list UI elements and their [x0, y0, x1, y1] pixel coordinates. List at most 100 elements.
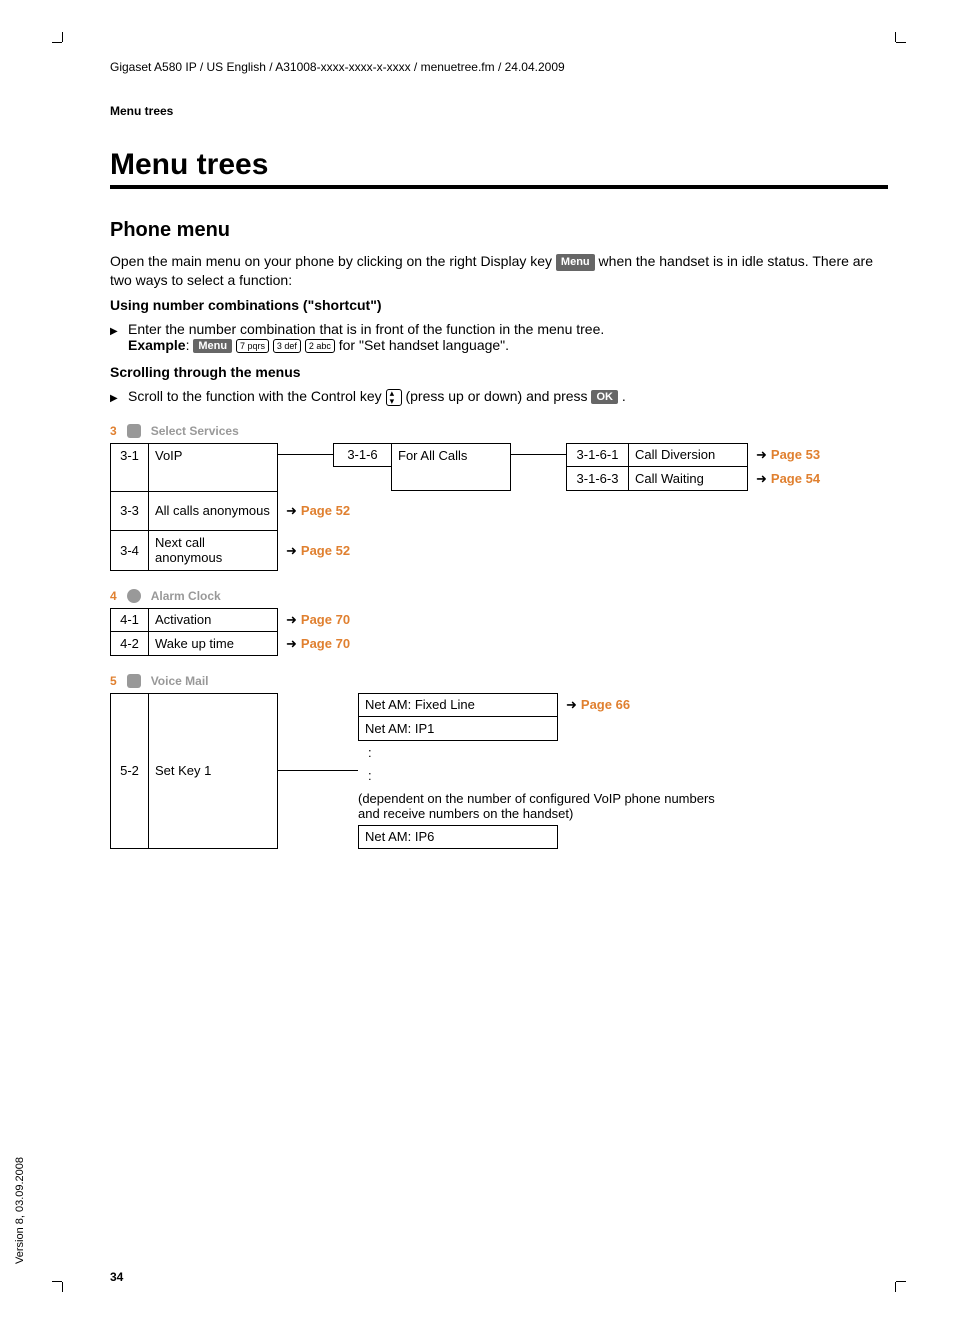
- document-header: Gigaset A580 IP / US English / A31008-xx…: [110, 60, 888, 74]
- example-tail: for "Set handset language".: [339, 337, 509, 353]
- arrow-right-icon: ➜: [286, 503, 297, 519]
- menu-code: 3-3: [110, 491, 148, 531]
- keypad-3-icon: 3 def: [273, 339, 301, 353]
- colon: :: [186, 337, 194, 353]
- menu-item: Activation: [148, 608, 278, 632]
- section-number: 3: [110, 424, 117, 438]
- section-title: Alarm Clock: [151, 589, 221, 603]
- section-title: Select Services: [151, 424, 239, 438]
- page-ref[interactable]: ➜ Page 70: [278, 632, 350, 656]
- running-head: Menu trees: [110, 104, 888, 118]
- menu-item: Net AM: Fixed Line: [358, 693, 558, 717]
- menu-item: Next call anonymous: [148, 531, 278, 571]
- menu-item: Wake up time: [148, 632, 278, 656]
- connector-line: [278, 770, 358, 771]
- control-key-icon: [386, 389, 402, 406]
- section-title: Voice Mail: [151, 674, 209, 688]
- menu-item: All calls anonymous: [148, 491, 278, 531]
- arrow-right-icon: ➜: [286, 612, 297, 628]
- scroll-a: Scroll to the function with the Control …: [128, 388, 386, 404]
- menu-code: 3-1: [110, 443, 148, 467]
- page-title: Menu trees: [110, 148, 888, 182]
- section-number: 5: [110, 674, 117, 688]
- page-ref[interactable]: ➜Page 54: [748, 467, 820, 491]
- example-label: Example: [128, 337, 186, 353]
- triangle-bullet-icon: [110, 388, 128, 406]
- keypad-2-icon: 2 abc: [305, 339, 335, 353]
- menu-item: Set Key 1: [148, 693, 278, 849]
- select-services-icon: [127, 424, 141, 438]
- page-link[interactable]: Page 52: [301, 503, 350, 518]
- crop-mark: [896, 1281, 906, 1282]
- page-link[interactable]: Page 70: [301, 636, 350, 651]
- tree-row: 4-1 Activation ➜ Page 70: [110, 608, 888, 632]
- page-link[interactable]: Page 66: [581, 697, 630, 712]
- shortcut-bullet: Enter the number combination that is in …: [110, 321, 888, 353]
- menu-section-4: 4 Alarm Clock 4-1 Activation ➜ Page 70 4-…: [110, 589, 888, 656]
- page-ref[interactable]: ➜ Page 70: [278, 608, 350, 632]
- section-heading: Phone menu: [110, 219, 888, 242]
- menu-code: 3-1-6-3: [566, 467, 628, 491]
- voice-mail-sublist: Net AM: Fixed Line ➜Page 66 Net AM: IP1 …: [358, 693, 718, 849]
- scroll-bullet: Scroll to the function with the Control …: [110, 388, 888, 406]
- intro-paragraph: Open the main menu on your phone by clic…: [110, 252, 888, 290]
- tree-row: 3-1 VoIP 3-1-6 For All Calls 3-1-6-1 Cal…: [110, 443, 888, 467]
- page-ref[interactable]: ➜Page 53: [748, 443, 820, 467]
- menu-code-cont: [110, 467, 148, 491]
- voice-mail-note: (dependent on the number of configured V…: [358, 791, 718, 821]
- menu-code: 4-1: [110, 608, 148, 632]
- page-number: 34: [110, 1270, 123, 1284]
- page-ref[interactable]: ➜Page 52: [278, 531, 350, 571]
- menu-section-head: 3 Select Services: [110, 424, 888, 438]
- page-link[interactable]: Page 70: [301, 612, 350, 627]
- keypad-7-icon: 7 pqrs: [236, 339, 269, 353]
- page-ref[interactable]: ➜ Page 66: [558, 693, 630, 717]
- ellipsis: :: [358, 745, 718, 760]
- tree-row: 3-3 All calls anonymous ➜ Page 52: [110, 491, 888, 531]
- tree-row: 5-2 Set Key 1 Net AM: Fixed Line ➜ Page 6…: [110, 693, 888, 849]
- tree-row: 4-2 Wake up time ➜ Page 70: [110, 632, 888, 656]
- menu-item: Net AM: IP6: [358, 825, 558, 849]
- page-content: Gigaset A580 IP / US English / A31008-xx…: [0, 0, 958, 889]
- crop-mark: [62, 32, 63, 42]
- arrow-right-icon: ➜: [286, 636, 297, 652]
- menu-code: 5-2: [110, 693, 148, 849]
- menu-item: Call Diversion: [628, 443, 748, 467]
- version-footer: Version 8, 03.09.2008: [14, 1157, 26, 1264]
- crop-mark: [895, 32, 896, 42]
- tree-row: Net AM: IP6: [358, 825, 718, 849]
- crop-mark: [52, 1281, 62, 1282]
- crop-mark: [896, 42, 906, 43]
- menu-item: Call Waiting: [628, 467, 748, 491]
- gap: [333, 467, 391, 491]
- connector-line: [511, 454, 566, 455]
- menu-item: For All Calls: [391, 443, 511, 467]
- page-ref[interactable]: ➜ Page 52: [278, 491, 350, 531]
- menu-key-label: Menu: [556, 254, 595, 271]
- menu-item: Net AM: IP1: [358, 717, 558, 741]
- menu-code: 3-1-6-1: [566, 443, 628, 467]
- crop-mark: [52, 42, 62, 43]
- gap: [511, 467, 566, 491]
- page-link[interactable]: Page 52: [301, 543, 350, 558]
- intro-text-a: Open the main menu on your phone by clic…: [110, 253, 556, 269]
- page-link[interactable]: Page 53: [771, 447, 820, 462]
- scroll-text: Scroll to the function with the Control …: [128, 388, 626, 406]
- scroll-b: (press up or down) and press: [405, 388, 591, 404]
- page-link[interactable]: Page 54: [771, 471, 820, 486]
- tree-row: 3-1-6-3 Call Waiting ➜Page 54: [110, 467, 888, 491]
- arrow-right-icon: ➜: [566, 697, 577, 713]
- menu-code: 4-2: [110, 632, 148, 656]
- shortcut-line: Enter the number combination that is in …: [128, 321, 604, 337]
- voice-mail-icon: [127, 674, 141, 688]
- shortcut-text: Enter the number combination that is in …: [128, 321, 604, 353]
- menu-item-cont: [148, 467, 278, 491]
- section-number: 4: [110, 589, 117, 603]
- title-rule: [110, 185, 888, 189]
- menu-code: 3-1-6: [333, 443, 391, 467]
- ellipsis: :: [358, 768, 718, 783]
- scrolling-heading: Scrolling through the menus: [110, 363, 888, 382]
- menu-section-3: 3 Select Services 3-1 VoIP 3-1-6 For All…: [110, 424, 888, 571]
- ok-key-label: OK: [591, 390, 618, 404]
- scroll-c: .: [622, 388, 626, 404]
